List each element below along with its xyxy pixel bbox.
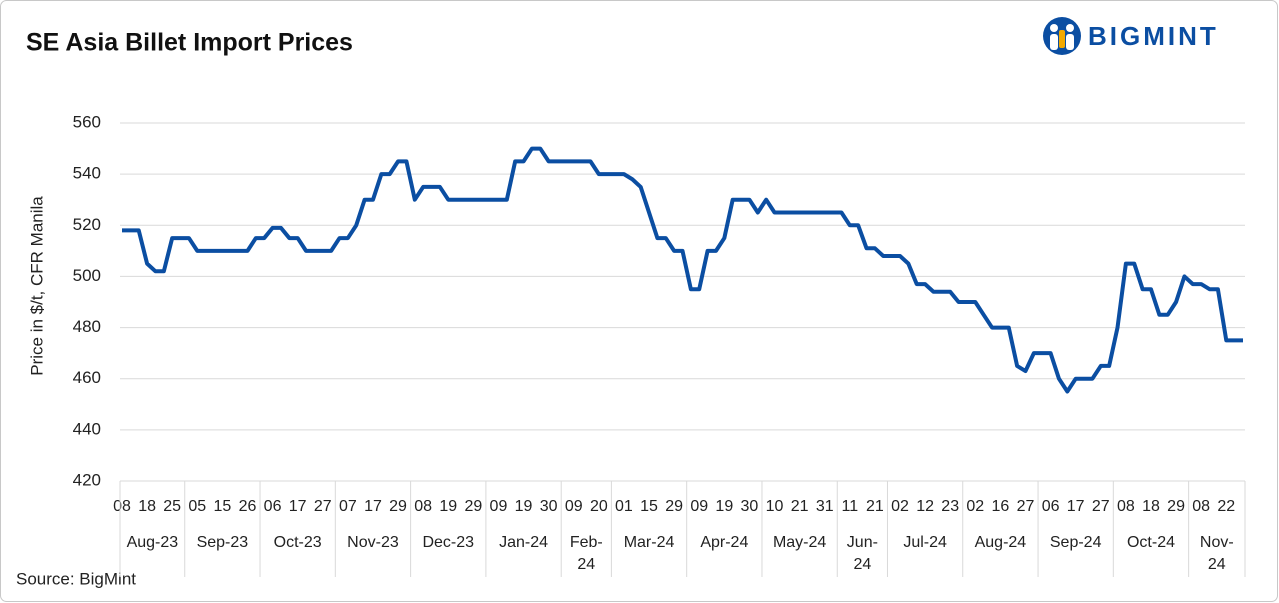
x-group-label: Sep-23	[197, 534, 249, 551]
y-tick-label: 420	[73, 470, 101, 489]
x-tick-label: 30	[741, 498, 759, 515]
x-tick-label: 07	[339, 498, 357, 515]
x-tick-label: 27	[1017, 498, 1035, 515]
y-tick-label: 560	[73, 112, 101, 131]
x-tick-label: 02	[891, 498, 909, 515]
brand: BIGMINT	[1088, 21, 1219, 51]
x-group-label: Jan-24	[499, 534, 548, 551]
x-tick-label: 27	[314, 498, 332, 515]
x-group-label: Apr-24	[700, 534, 748, 551]
x-tick-label: 15	[640, 498, 658, 515]
x-group-label: Nov-23	[347, 534, 399, 551]
x-group-label: May-24	[773, 534, 826, 551]
source: Source: BigMint	[16, 569, 136, 588]
y-tick-label: 500	[73, 266, 101, 285]
x-tick-label: 26	[239, 498, 257, 515]
x-group-label: Feb-24	[570, 534, 603, 573]
logo-icon	[1043, 17, 1081, 55]
x-tick-label: 10	[766, 498, 784, 515]
x-group-label: Oct-23	[274, 534, 322, 551]
x-tick-label: 02	[966, 498, 984, 515]
chart-title: SE Asia Billet Import Prices	[26, 29, 353, 57]
x-tick-label: 11	[842, 498, 859, 515]
x-tick-label: 08	[414, 498, 432, 515]
x-tick-label: 08	[1192, 498, 1210, 515]
x-tick-label: 08	[1117, 498, 1135, 515]
y-tick-label: 480	[73, 317, 101, 336]
x-tick-label: 09	[690, 498, 708, 515]
y-tick-label: 520	[73, 215, 101, 234]
x-tick-label: 08	[113, 498, 131, 515]
x-tick-label: 12	[916, 498, 934, 515]
x-tick-label: 22	[1217, 498, 1235, 515]
x-tick-label: 23	[941, 498, 959, 515]
y-tick-label: 440	[73, 419, 101, 438]
x-tick-label: 27	[1092, 498, 1110, 515]
x-tick-label: 17	[364, 498, 382, 515]
x-tick-label: 19	[515, 498, 533, 515]
x-tick-label: 18	[1142, 498, 1160, 515]
x-tick-label: 06	[264, 498, 282, 515]
x-tick-label: 30	[540, 498, 558, 515]
x-tick-label: 31	[816, 498, 834, 515]
x-tick-label: 15	[213, 498, 231, 515]
x-tick-label: 19	[715, 498, 733, 515]
x-tick-label: 19	[439, 498, 457, 515]
x-tick-label: 16	[991, 498, 1009, 515]
x-tick-label: 21	[791, 498, 809, 515]
x-group-label: Nov-24	[1200, 534, 1234, 573]
x-tick-label: 09	[565, 498, 583, 515]
x-tick-label: 06	[1042, 498, 1060, 515]
x-group-label: Mar-24	[624, 534, 675, 551]
x-group-label: Aug-24	[975, 534, 1027, 551]
x-tick-label: 29	[464, 498, 482, 515]
x-tick-label: 18	[138, 498, 156, 515]
x-group-label: Dec-23	[422, 534, 474, 551]
y-tick-label: 460	[73, 368, 101, 387]
x-group-label: Jul-24	[903, 534, 947, 551]
x-tick-label: 01	[615, 498, 633, 515]
x-group-label: Sep-24	[1050, 534, 1102, 551]
x-tick-label: 05	[188, 498, 206, 515]
x-tick-label: 09	[490, 498, 508, 515]
y-tick-label: 540	[73, 164, 101, 183]
x-tick-label: 17	[289, 498, 307, 515]
y-axis-title: Price in $/t, CFR Manila	[27, 196, 46, 376]
x-tick-label: 29	[1167, 498, 1185, 515]
x-tick-label: 29	[389, 498, 407, 515]
x-tick-label: 25	[163, 498, 181, 515]
x-group-label: Oct-24	[1127, 534, 1175, 551]
x-tick-label: 17	[1067, 498, 1085, 515]
x-group-label: Aug-23	[127, 534, 179, 551]
x-group-label: Jun-24	[847, 534, 878, 573]
price-line	[122, 146, 1243, 394]
x-tick-label: 29	[665, 498, 683, 515]
x-tick-label: 20	[590, 498, 608, 515]
x-tick-label: 21	[866, 498, 884, 515]
